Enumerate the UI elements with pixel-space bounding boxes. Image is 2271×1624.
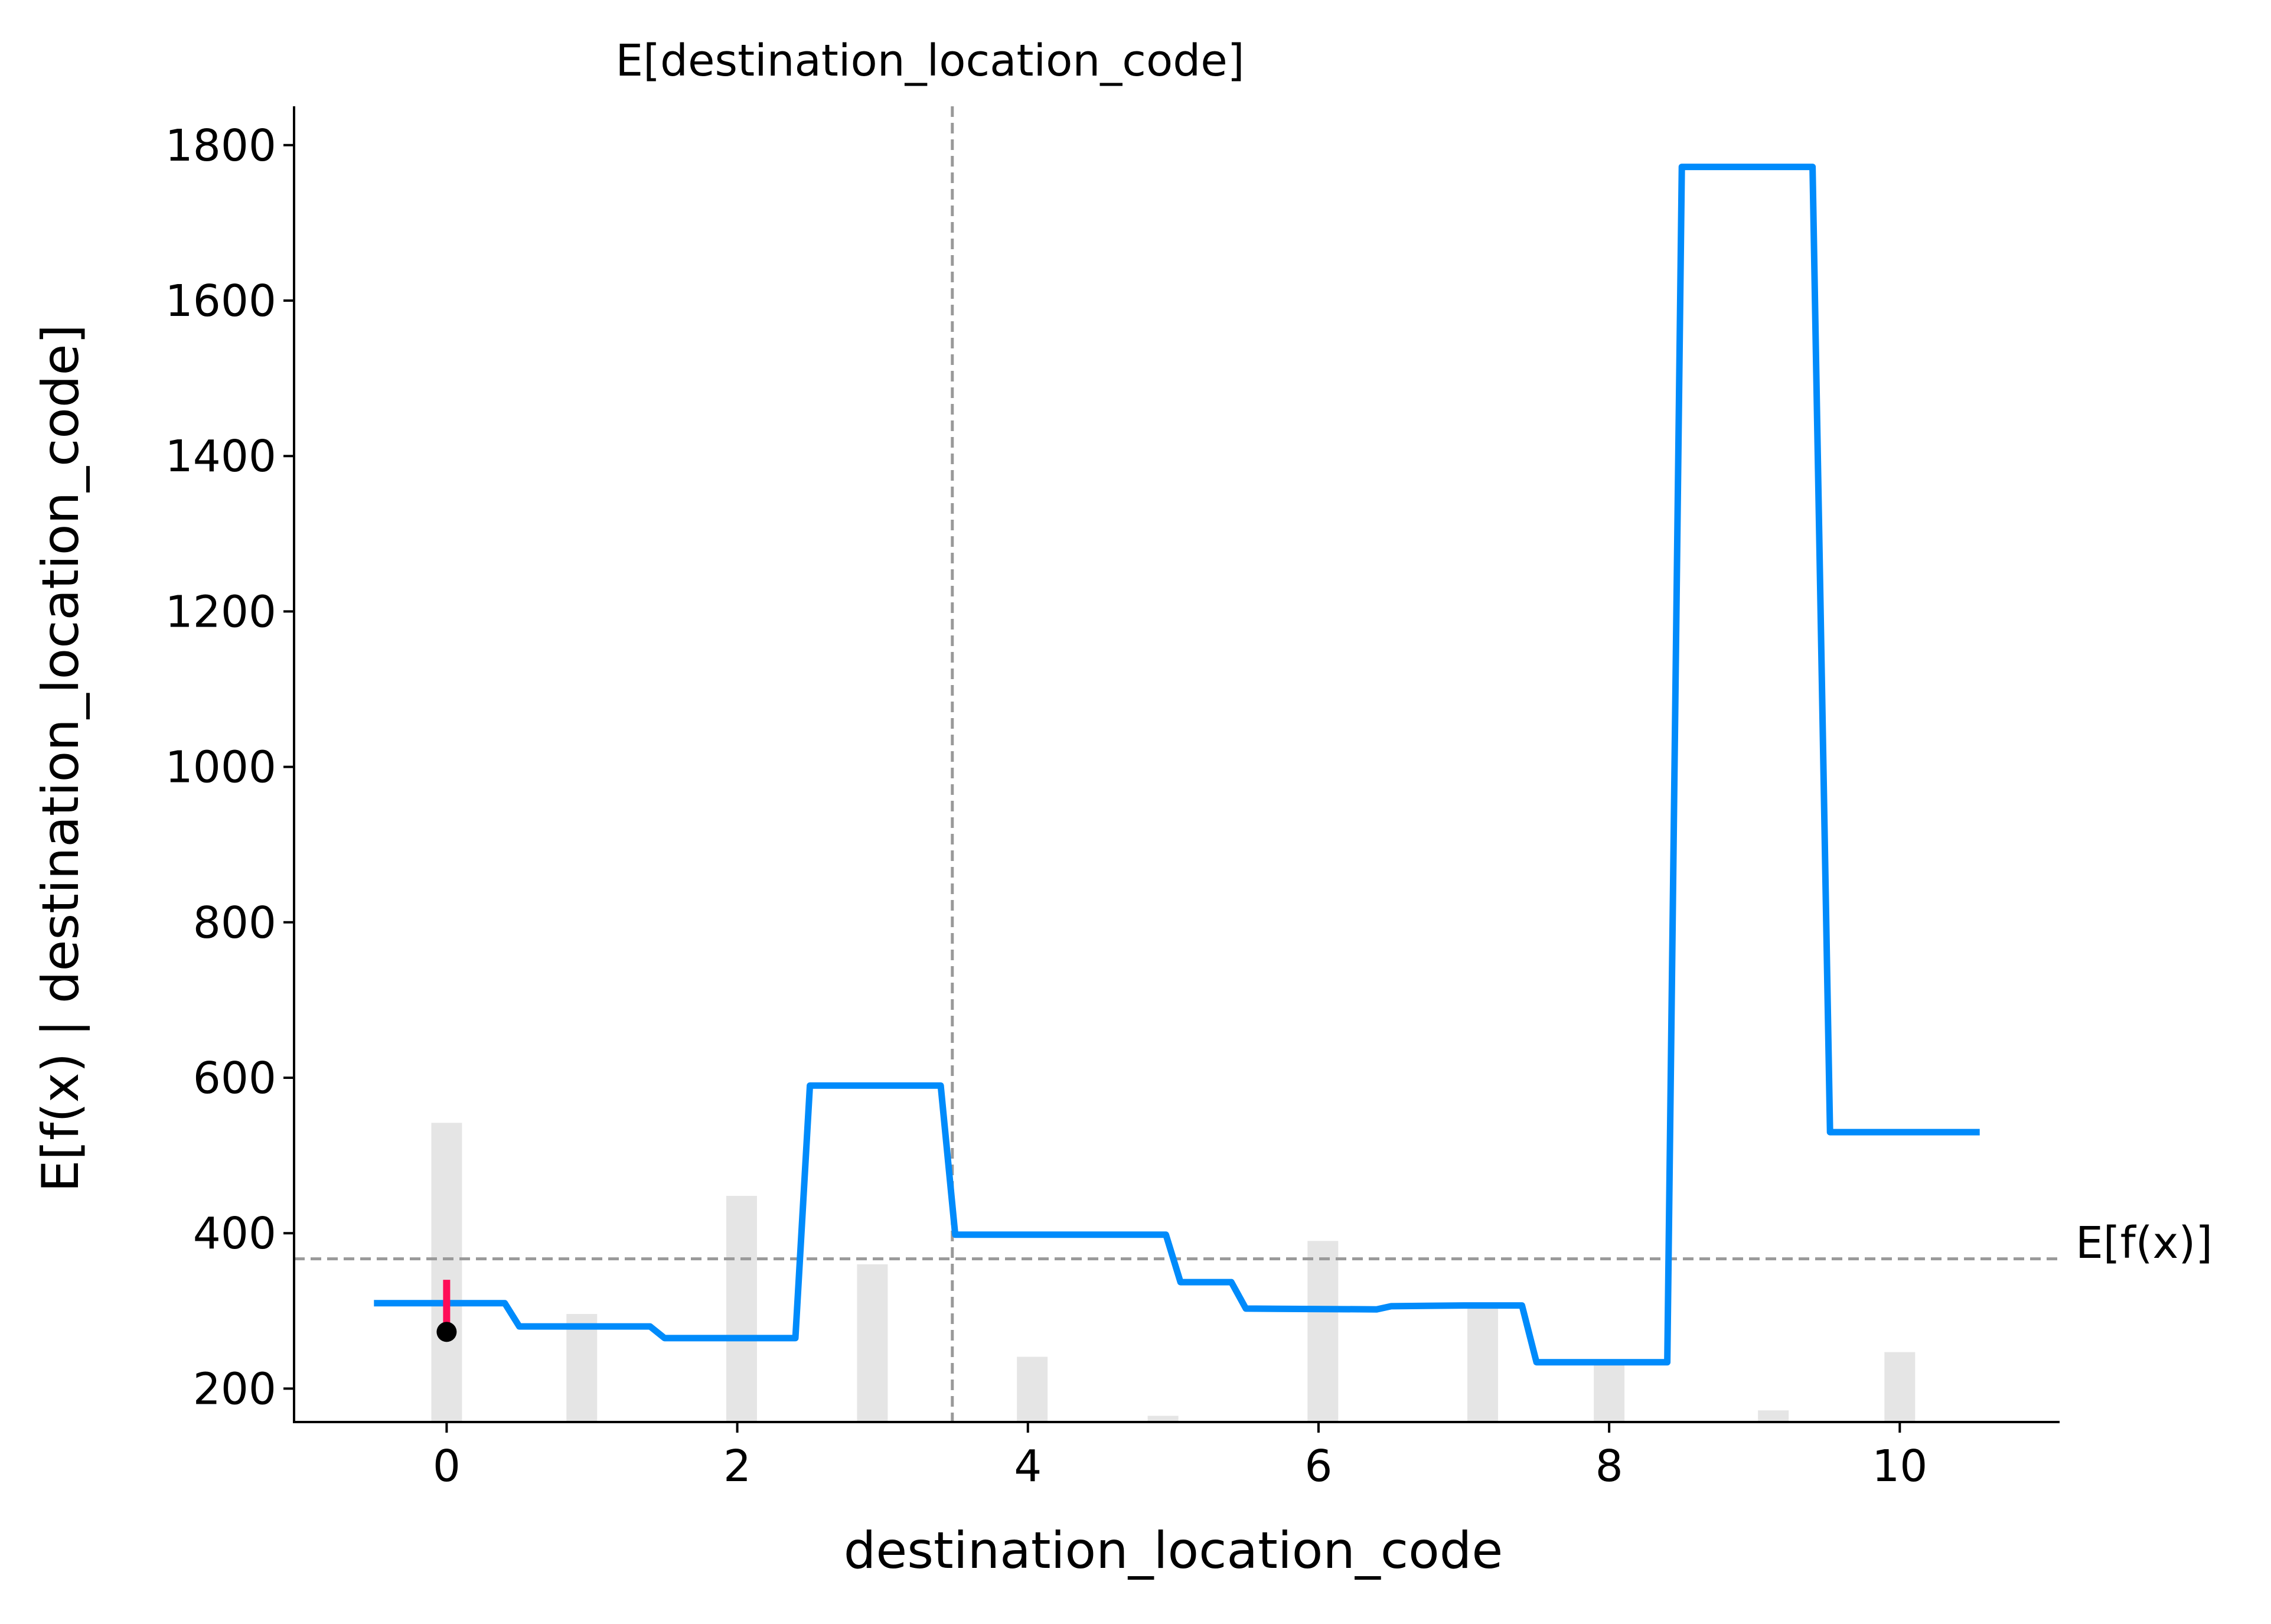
y-tick-label: 1800 — [165, 120, 276, 171]
histogram-bar — [1147, 1416, 1179, 1422]
y-tick-label: 400 — [193, 1208, 276, 1259]
y-tick-label: 600 — [193, 1053, 276, 1104]
y-tick-label: 1600 — [165, 276, 276, 327]
y-axis-label: E[f(x) | destination_location_code] — [31, 324, 90, 1192]
feature-histogram — [431, 1123, 1916, 1422]
histogram-bar — [1594, 1364, 1625, 1422]
y-tick-label: 1200 — [165, 586, 276, 637]
histogram-bar — [1017, 1356, 1048, 1422]
x-tick-label: 0 — [433, 1441, 461, 1492]
feature-mean-label: E[destination_location_code] — [615, 35, 1244, 86]
histogram-bar — [431, 1123, 462, 1422]
histogram-bar — [1467, 1306, 1499, 1422]
dependence-line — [374, 164, 1980, 1366]
axes: 0 2 4 6 8 10 200 400 600 800 1000 1200 1400 1600 1800 — [165, 106, 2060, 1492]
instance-point — [436, 1322, 457, 1342]
histogram-bar — [726, 1196, 757, 1422]
axis-labels: destination_location_code E[f(x) | desti… — [31, 35, 2213, 1580]
x-axis-label: destination_location_code — [844, 1521, 1503, 1580]
x-tick-label: 10 — [1872, 1441, 1927, 1492]
y-tick-label: 1000 — [165, 742, 276, 793]
histogram-bar — [857, 1264, 888, 1422]
x-tick-label: 4 — [1014, 1441, 1042, 1492]
x-tick-label: 2 — [723, 1441, 751, 1492]
instance-marker — [436, 1280, 457, 1342]
y-tick-label: 800 — [193, 898, 276, 948]
y-tick-label: 1400 — [165, 431, 276, 482]
histogram-bar — [566, 1314, 598, 1422]
dependence-line-series — [374, 164, 1980, 1366]
x-tick-label: 6 — [1304, 1441, 1332, 1492]
y-tick-label: 200 — [193, 1364, 276, 1414]
histogram-bar — [1758, 1410, 1789, 1422]
reference-lines — [294, 106, 2060, 1422]
histogram-bar — [1307, 1241, 1339, 1422]
expected-value-label: E[f(x)] — [2076, 1218, 2213, 1268]
histogram-bar — [1884, 1352, 1916, 1422]
x-tick-label: 8 — [1595, 1441, 1623, 1492]
